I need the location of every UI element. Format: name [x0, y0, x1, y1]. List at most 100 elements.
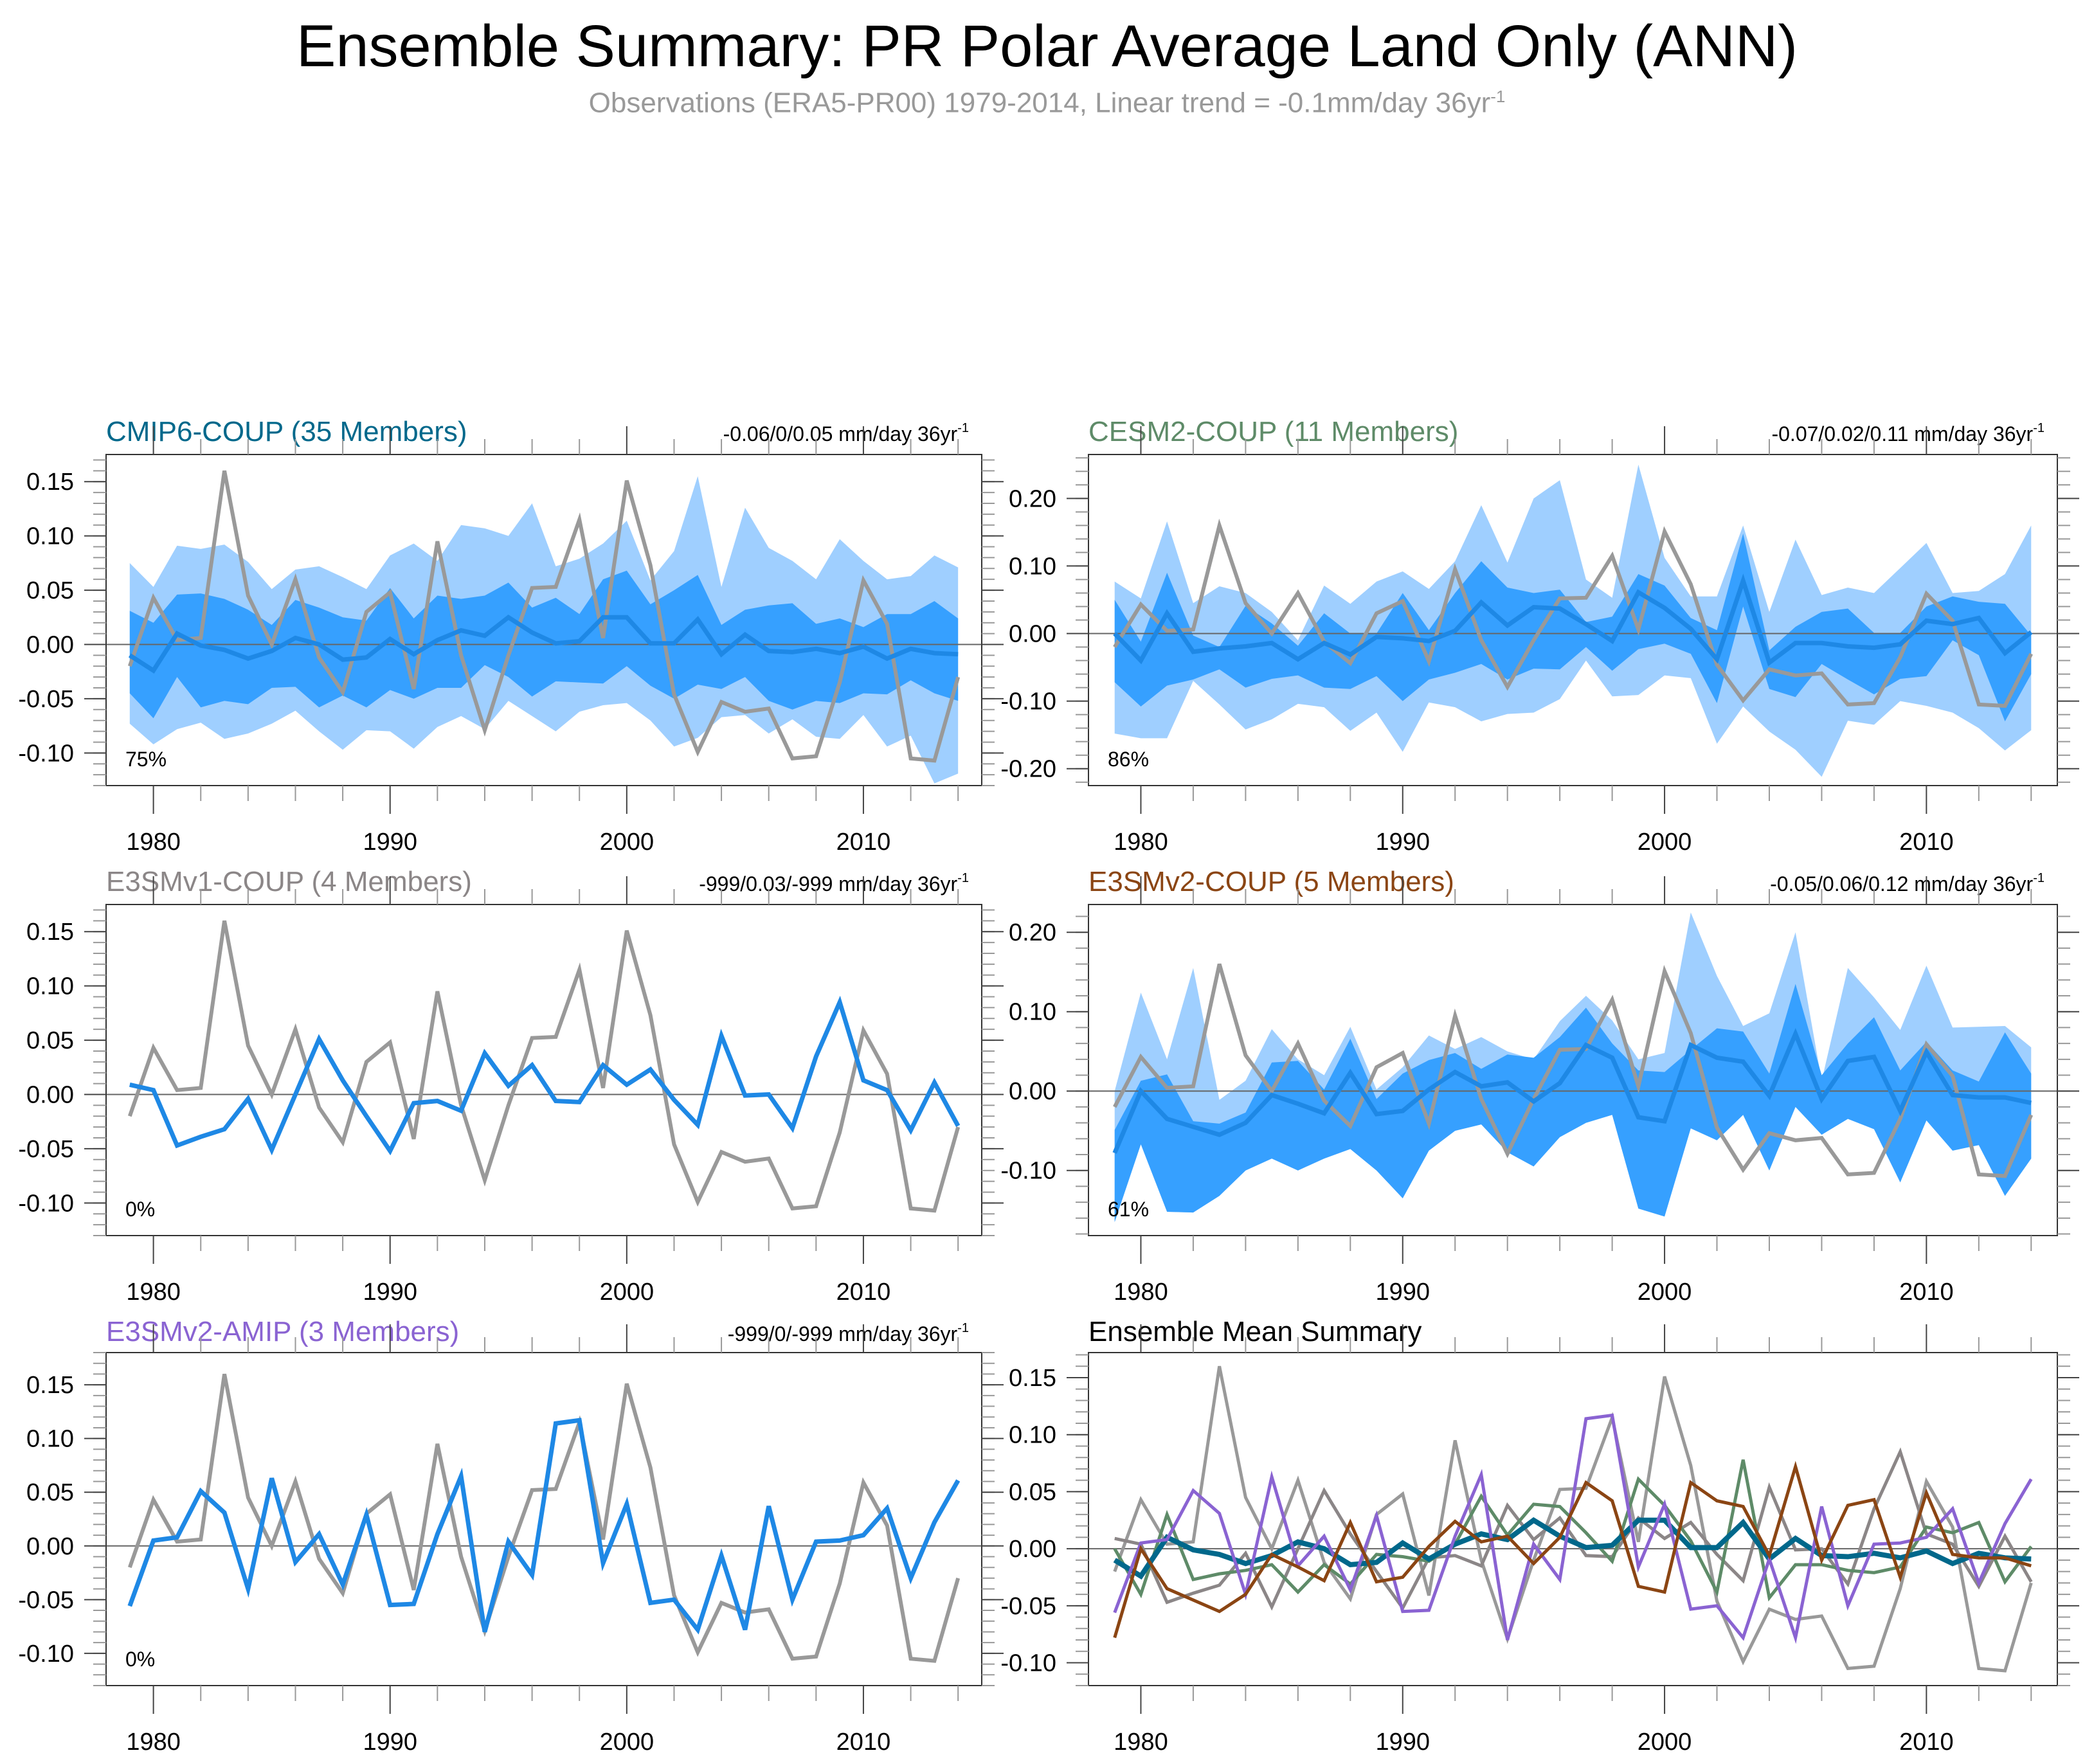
ensemble-mean-line [128, 614, 959, 674]
series-line-observations [1113, 1365, 2033, 1673]
plot-frame [1088, 904, 2058, 1236]
series-line-cesm2-coup [1113, 1459, 2033, 1602]
subtitle-text: Observations (ERA5-PR00) 1979-2014, Line… [588, 87, 1491, 119]
x-tick-label: 2000 [1638, 1729, 1692, 1756]
percent-label: 86% [1108, 748, 1149, 771]
panel-trend-label: -0.06/0/0.05 mm/day 36yr-1 [723, 421, 969, 446]
ensemble-mean-line [1112, 1028, 2032, 1154]
panel-e3smv2_coup: E3SMv2-COUP (5 Members) -0.05/0.06/0.12 m… [1000, 866, 2079, 1306]
x-tick-label: 2010 [836, 1279, 891, 1306]
y-tick-label: 0.10 [26, 1426, 74, 1453]
panel-title: E3SMv1-COUP (4 Members) [106, 866, 472, 897]
series-line-e3smv2-coup [1113, 1461, 2032, 1639]
trend-superscript: -1 [957, 421, 969, 435]
panel-trend-label: -999/0.03/-999 mm/day 36yr-1 [699, 871, 969, 896]
y-tick-label: 0.00 [1009, 1536, 1056, 1563]
panel-trend-label: -0.07/0.02/0.11 mm/day 36yr-1 [1771, 421, 2044, 446]
x-tick-label: 2000 [1638, 829, 1692, 856]
ensemble-mean-line [127, 1418, 961, 1635]
y-tick-label: 0.00 [26, 1533, 74, 1560]
plot-frame [105, 454, 982, 786]
y-tick-label: -0.10 [1000, 1650, 1056, 1677]
y-tick-label: 0.05 [1009, 1479, 1056, 1506]
panel-cesm2: CESM2-COUP (11 Members) -0.07/0.02/0.11 m… [1000, 416, 2079, 856]
panel-summary: Ensemble Mean Summary -0.10 -0.05 0.00 0.05 0… [1000, 1316, 2079, 1756]
trend-text: -0.05/0.06/0.12 mm/day 36yr [1770, 872, 2033, 896]
trend-text: -999/0/-999 mm/day 36yr [728, 1322, 958, 1346]
x-tick-label: 2010 [1899, 1729, 1954, 1756]
panel-e3smv1: E3SMv1-COUP (4 Members) -999/0.03/-999 mm… [18, 866, 1004, 1306]
y-tick-label: 0.15 [26, 919, 74, 946]
observations-line [127, 920, 961, 1213]
trend-text: -0.06/0/0.05 mm/day 36yr [723, 422, 958, 446]
x-tick-label: 1980 [126, 1729, 181, 1756]
x-tick-label: 1990 [363, 829, 417, 856]
trend-superscript: -1 [2033, 421, 2044, 435]
series-line-e3smv1-coup [1114, 1447, 2033, 1612]
x-tick-label: 2010 [1899, 829, 1954, 856]
y-tick-label: 0.05 [26, 1479, 74, 1506]
y-tick-label: -0.10 [1000, 1158, 1056, 1185]
panel-e3smv2_amip: E3SMv2-AMIP (3 Members) -999/0/-999 mm/da… [18, 1316, 1004, 1756]
observations-line [1113, 963, 2034, 1178]
ensemble-mean-line [129, 995, 961, 1156]
x-tick-label: 2010 [1899, 1279, 1954, 1306]
x-tick-label: 1980 [1114, 829, 1168, 856]
y-tick-label: 0.00 [26, 1081, 74, 1108]
x-tick-label: 1980 [1114, 1729, 1168, 1756]
y-tick-label: -0.10 [18, 740, 74, 767]
percent-label: 75% [125, 748, 167, 771]
panel-title: E3SMv2-AMIP (3 Members) [106, 1316, 459, 1347]
y-tick-label: 0.10 [1009, 1422, 1056, 1449]
percent-label: 0% [125, 1198, 155, 1221]
y-tick-label: 0.10 [26, 523, 74, 550]
panel-title: E3SMv2-COUP (5 Members) [1088, 866, 1454, 897]
x-tick-label: 2000 [600, 1729, 654, 1756]
y-tick-label: -0.05 [18, 686, 74, 713]
series-line-cmip6-coup [1113, 1516, 2032, 1580]
panel-title: CESM2-COUP (11 Members) [1088, 416, 1458, 447]
trend-text: -0.07/0.02/0.11 mm/day 36yr [1771, 422, 2033, 446]
x-tick-label: 2000 [600, 1279, 654, 1306]
percent-label: 0% [125, 1648, 155, 1671]
y-tick-label: 0.15 [26, 469, 74, 496]
panel-title: Ensemble Mean Summary [1088, 1316, 1422, 1347]
y-tick-label: 0.20 [1009, 919, 1056, 946]
percent-label: 61% [1108, 1198, 1149, 1221]
x-tick-label: 2000 [1638, 1279, 1692, 1306]
subtitle-superscript: -1 [1490, 87, 1506, 106]
ensemble-mean-line [1113, 573, 2033, 667]
figure-title: Ensemble Summary: PR Polar Average Land … [296, 14, 1798, 79]
x-tick-label: 1990 [1375, 1279, 1430, 1306]
x-tick-label: 1980 [1114, 1279, 1168, 1306]
observations-line [127, 470, 961, 763]
trend-text: -999/0.03/-999 mm/day 36yr [699, 872, 957, 896]
y-tick-label: 0.05 [26, 1027, 74, 1054]
y-tick-label: 0.00 [1009, 1078, 1056, 1105]
y-tick-label: -0.05 [1000, 1593, 1056, 1620]
y-tick-label: 0.10 [1009, 999, 1056, 1026]
x-tick-label: 1980 [126, 1279, 181, 1306]
x-tick-label: 1990 [363, 1729, 417, 1756]
y-tick-label: 0.00 [26, 631, 74, 658]
observations-line [1113, 518, 2033, 708]
y-tick-label: 0.10 [1009, 553, 1056, 580]
x-tick-label: 2010 [836, 1729, 891, 1756]
y-tick-label: 0.15 [26, 1372, 74, 1399]
y-tick-label: -0.10 [18, 1641, 74, 1668]
figure-subtitle: Observations (ERA5-PR00) 1979-2014, Line… [0, 87, 2094, 120]
y-tick-label: -0.20 [1000, 756, 1056, 783]
observations-line [127, 1373, 961, 1663]
x-tick-label: 1980 [126, 829, 181, 856]
x-tick-label: 1990 [1375, 829, 1430, 856]
trend-superscript: -1 [2033, 871, 2044, 885]
y-tick-label: -0.05 [18, 1136, 74, 1163]
y-tick-label: 0.10 [26, 973, 74, 1000]
y-tick-label: -0.10 [1000, 688, 1056, 716]
panel-trend-label: -999/0/-999 mm/day 36yr-1 [728, 1321, 969, 1346]
panel-cmip6: CMIP6-COUP (35 Members) -0.06/0/0.05 mm/d… [18, 416, 1004, 856]
y-tick-label: 0.00 [1009, 621, 1056, 648]
x-tick-label: 2000 [600, 829, 654, 856]
y-tick-label: 0.20 [1009, 485, 1056, 512]
